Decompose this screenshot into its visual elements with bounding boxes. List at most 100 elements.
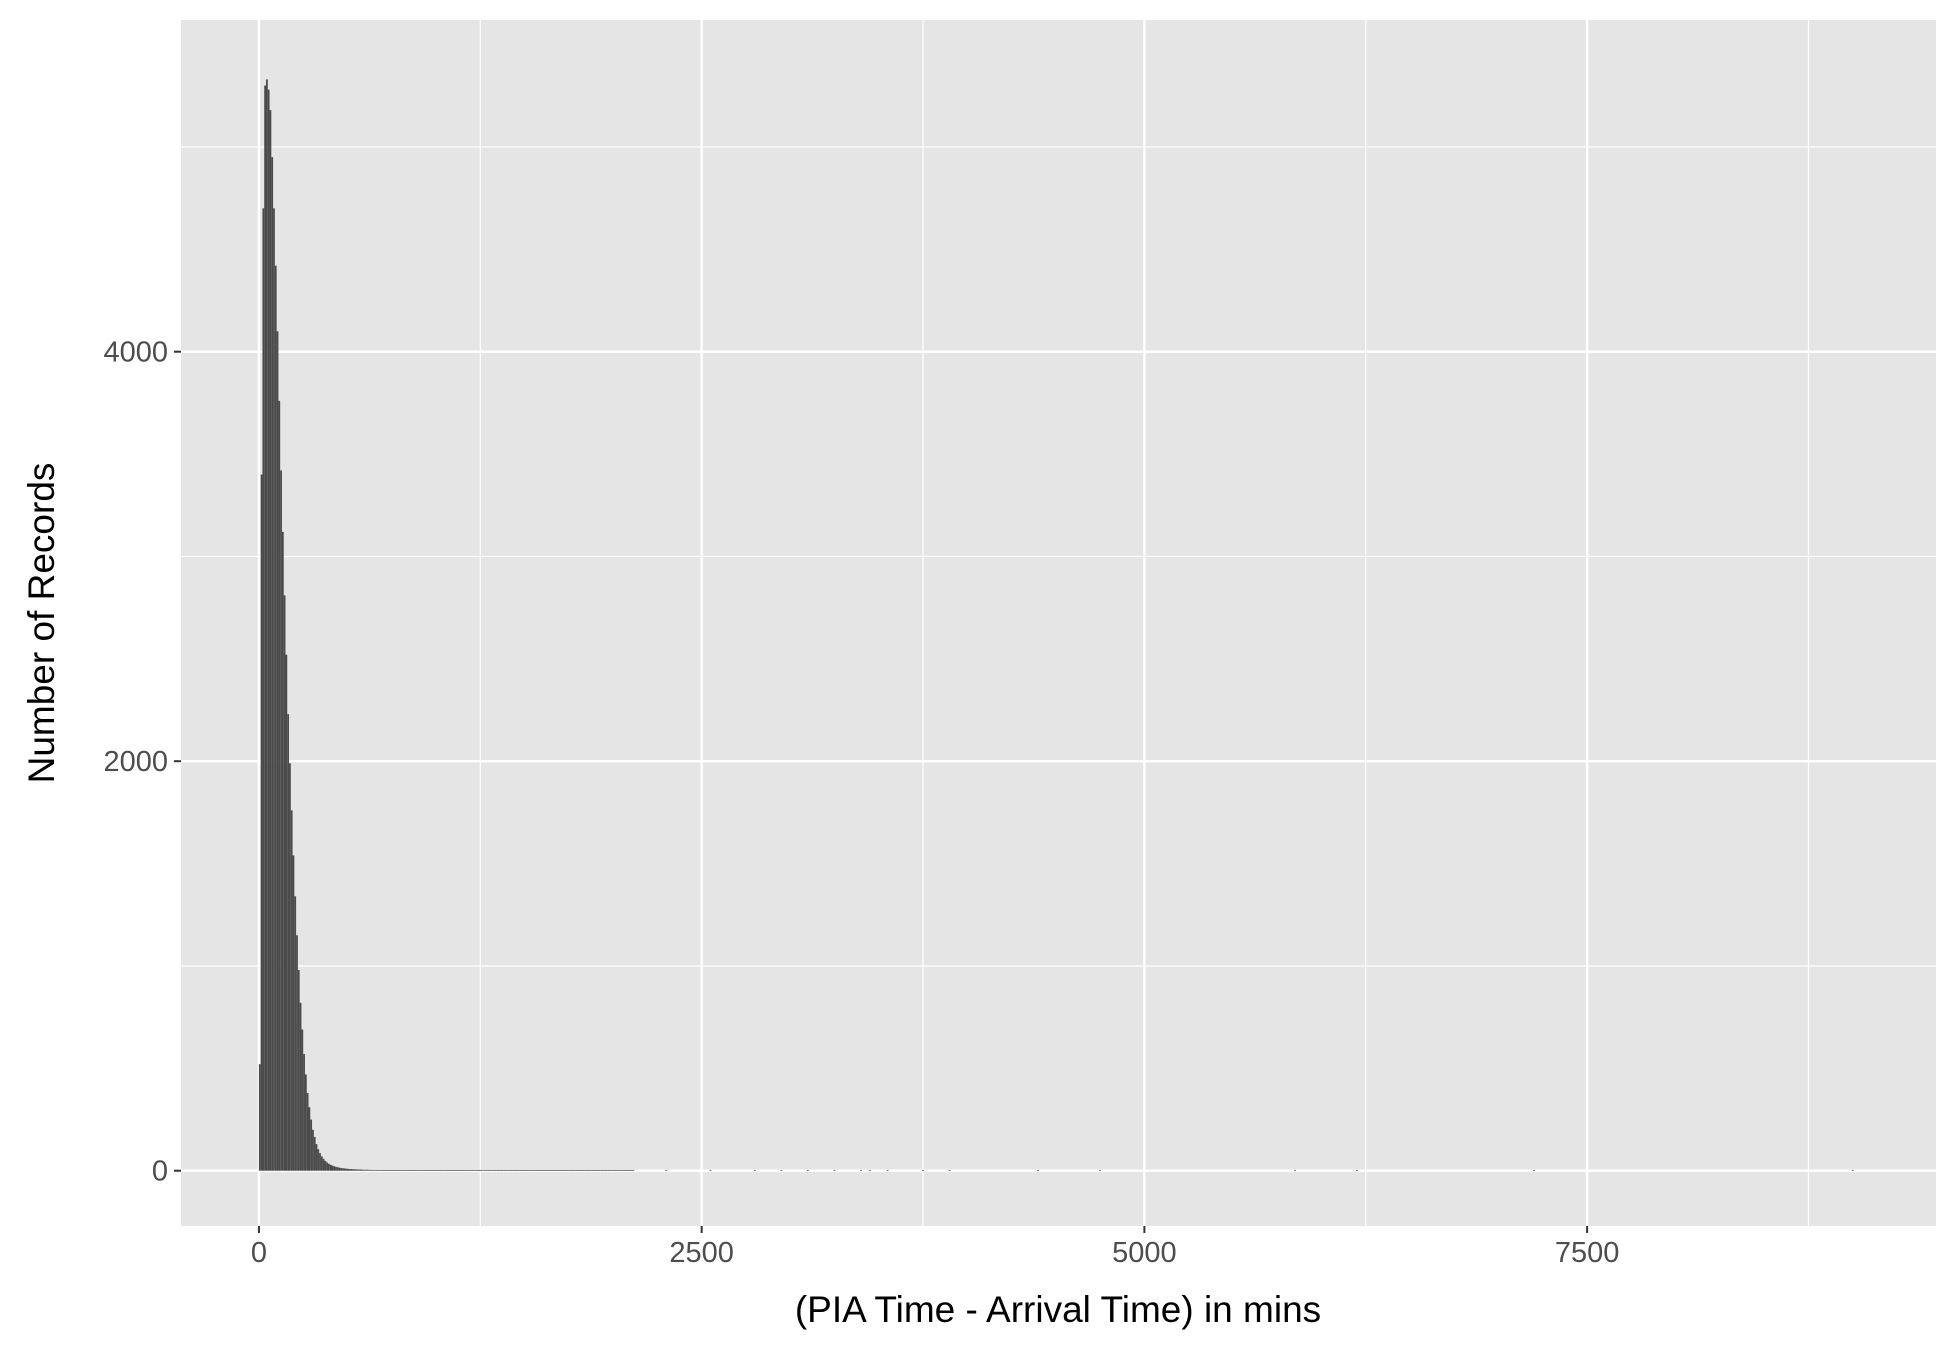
histogram-bar xyxy=(280,470,282,1171)
histogram-bar xyxy=(289,763,291,1171)
histogram-bar xyxy=(780,1169,783,1171)
histogram-bar xyxy=(375,1169,378,1171)
histogram-bar xyxy=(625,1169,628,1171)
histogram-bar xyxy=(1356,1169,1358,1171)
histogram-bar xyxy=(1533,1169,1535,1171)
histogram-bar xyxy=(542,1169,545,1171)
x-tick-label: 7500 xyxy=(1555,1237,1620,1269)
histogram-bar xyxy=(384,1169,387,1171)
histogram-bar xyxy=(436,1169,438,1171)
histogram-bar xyxy=(922,1169,924,1171)
histogram-bar xyxy=(559,1169,562,1171)
histogram-bar xyxy=(313,1136,316,1171)
histogram-bar xyxy=(501,1169,504,1171)
histogram-bar xyxy=(370,1169,373,1171)
x-tick-label: 0 xyxy=(251,1237,267,1269)
histogram-bar xyxy=(531,1169,534,1171)
histogram-bar xyxy=(948,1169,951,1171)
histogram-bar xyxy=(441,1169,444,1171)
histogram-bar xyxy=(489,1169,491,1171)
histogram-bar xyxy=(600,1169,603,1171)
histogram-bar xyxy=(503,1169,506,1171)
histogram-bar xyxy=(572,1169,575,1171)
histogram-bar xyxy=(597,1169,599,1171)
histogram-bar xyxy=(485,1169,488,1171)
histogram-bar xyxy=(535,1169,537,1171)
histogram-bar xyxy=(274,265,277,1171)
histogram-bar xyxy=(266,79,268,1171)
histogram-bar xyxy=(459,1169,461,1171)
histogram-bar xyxy=(604,1169,607,1171)
histogram-bar xyxy=(382,1169,385,1171)
histogram-bar xyxy=(386,1169,389,1171)
histogram-bar xyxy=(586,1169,589,1171)
histogram-bar xyxy=(258,1064,261,1171)
histogram-bar xyxy=(533,1169,536,1171)
y-axis-title: Number of Records xyxy=(21,463,62,784)
histogram-bar xyxy=(630,1169,633,1171)
y-axis: 0 2000 4000 xyxy=(103,337,181,1188)
histogram-bar xyxy=(356,1169,359,1171)
histogram-bar xyxy=(322,1158,325,1171)
histogram-bar xyxy=(602,1169,605,1171)
histogram-bar xyxy=(583,1169,585,1171)
y-tick-label: 2000 xyxy=(103,746,168,778)
histogram-bar xyxy=(505,1169,507,1171)
histogram-bar xyxy=(349,1169,352,1171)
histogram-bar xyxy=(607,1169,610,1171)
y-tick-label: 4000 xyxy=(103,337,168,369)
x-axis: 0 2500 5000 7500 xyxy=(251,1226,1620,1269)
histogram-bar xyxy=(497,1169,500,1171)
histogram-bar xyxy=(474,1169,477,1171)
histogram-bar xyxy=(451,1169,454,1171)
histogram-bar xyxy=(494,1169,497,1171)
histogram-bars xyxy=(258,79,1854,1171)
histogram-bar xyxy=(273,208,275,1171)
histogram-bar xyxy=(331,1165,334,1171)
histogram-bar xyxy=(308,1107,311,1171)
histogram-bar xyxy=(317,1149,320,1171)
histogram-bar xyxy=(294,896,297,1171)
histogram-bar xyxy=(427,1169,429,1171)
histogram-bar xyxy=(547,1169,550,1171)
histogram-bar xyxy=(467,1169,470,1171)
histogram-bar xyxy=(482,1169,484,1171)
x-tick-label: 5000 xyxy=(1112,1237,1177,1269)
histogram-bar xyxy=(536,1169,539,1171)
histogram-bar xyxy=(591,1169,594,1171)
histogram-bar xyxy=(397,1169,399,1171)
histogram-bar xyxy=(614,1169,617,1171)
histogram-bar xyxy=(545,1169,548,1171)
histogram-bar xyxy=(389,1169,392,1171)
histogram-bar xyxy=(565,1169,568,1171)
histogram-bar xyxy=(398,1169,401,1171)
histogram-bar xyxy=(515,1169,518,1171)
histogram-bar xyxy=(620,1169,622,1171)
histogram-bar xyxy=(423,1169,426,1171)
histogram-bar xyxy=(753,1169,756,1171)
histogram-bar xyxy=(833,1169,836,1171)
histogram-bar xyxy=(869,1169,871,1171)
histogram-bar xyxy=(319,1153,321,1171)
histogram-bar xyxy=(276,331,279,1171)
histogram-bar xyxy=(480,1169,483,1171)
histogram-bar xyxy=(561,1169,564,1171)
histogram-bar xyxy=(290,810,293,1171)
histogram-bar xyxy=(347,1168,350,1171)
histogram-bar xyxy=(577,1169,580,1171)
histogram-bar xyxy=(618,1169,621,1171)
histogram-bar xyxy=(287,714,290,1171)
histogram-bar xyxy=(296,935,298,1171)
histogram-bar xyxy=(860,1169,862,1171)
histogram-bar xyxy=(404,1169,406,1171)
histogram-bar xyxy=(483,1169,486,1171)
histogram-bar xyxy=(1294,1169,1296,1171)
histogram-bar xyxy=(508,1169,511,1171)
histogram-bar xyxy=(409,1169,412,1171)
histogram-bar xyxy=(342,1168,344,1171)
histogram-bar xyxy=(315,1144,318,1171)
histogram-bar xyxy=(563,1169,566,1171)
histogram-bar xyxy=(529,1169,532,1171)
histogram-bar xyxy=(581,1169,584,1171)
